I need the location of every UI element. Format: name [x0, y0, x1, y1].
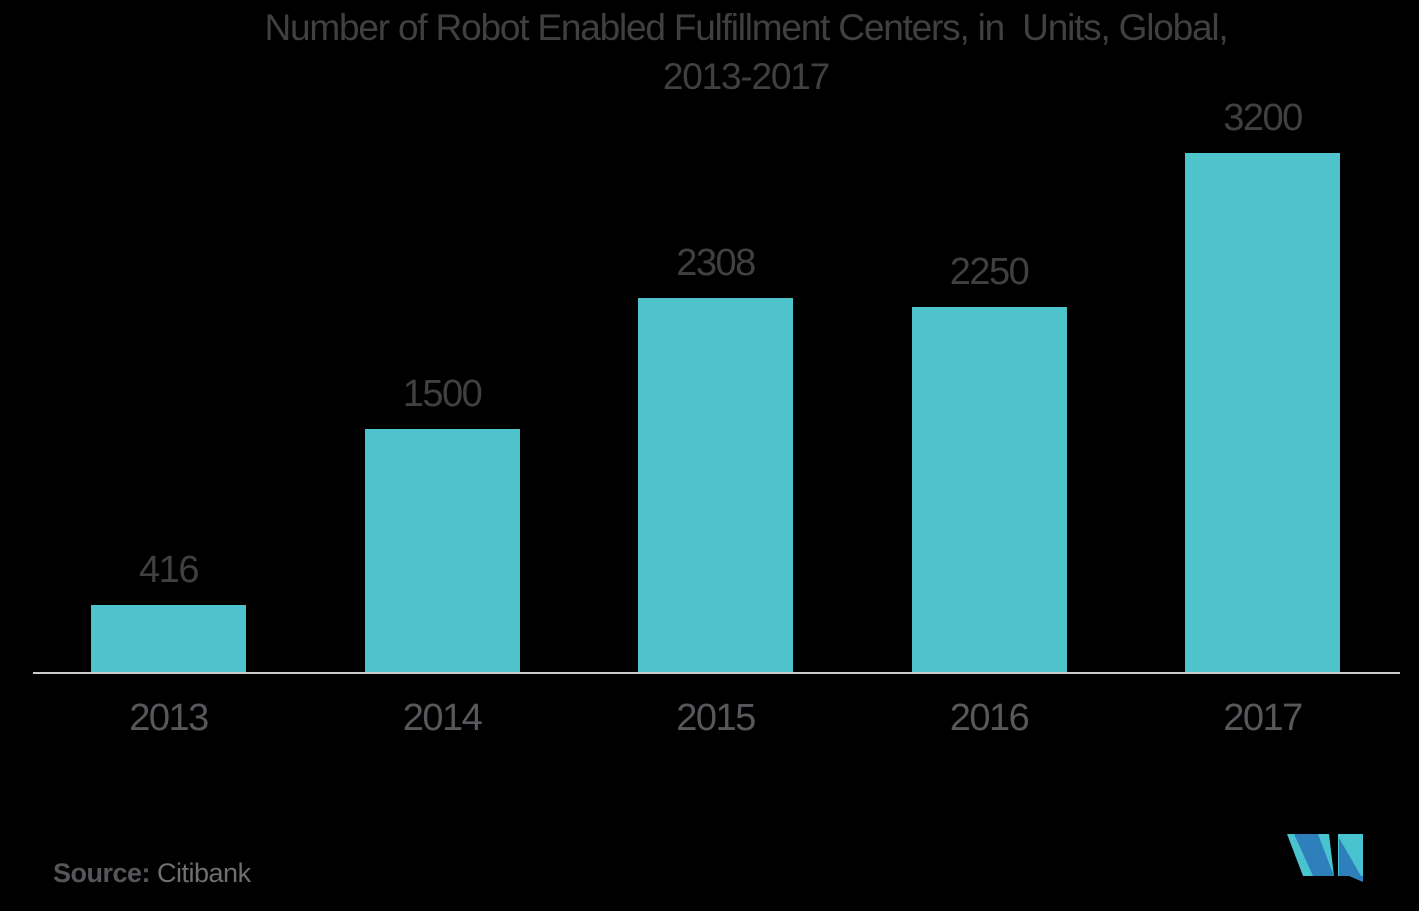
logo-blue-tail [1349, 876, 1363, 882]
bar-2015 [638, 298, 793, 673]
bar-2016 [911, 307, 1067, 673]
x-axis-tick-label-2016: 2016 [949, 697, 1030, 739]
bar-value-label-2014: 1500 [402, 373, 483, 415]
bar-value-label-2017: 3200 [1223, 97, 1303, 139]
x-axis-tick-label-2014: 2014 [402, 697, 483, 739]
x-axis-tick-label-2015: 2015 [676, 697, 756, 739]
logo-right-blue-wedge [1339, 838, 1361, 876]
source-note: Source: Citibank [53, 858, 251, 888]
source-name: Citibank [150, 858, 251, 888]
logo-front-blue-stroke [1294, 834, 1334, 876]
bar-2014 [364, 429, 520, 673]
chart-title: Number of Robot Enabled Fulfillment Cent… [73, 3, 1419, 101]
chart-title-line-1: Number of Robot Enabled Fulfillment Cent… [264, 7, 1229, 48]
bar-2017 [1185, 153, 1340, 673]
x-axis-tick-label-2017: 2017 [1223, 697, 1303, 739]
source-label: Source: [53, 858, 151, 888]
bar-value-label-2016: 2250 [949, 251, 1030, 293]
x-axis-tick-label-2013: 2013 [129, 697, 209, 739]
bar-value-label-2015: 2308 [676, 242, 756, 284]
chart-title-line-2: 2013-2017 [662, 56, 830, 97]
bar-2013 [91, 605, 246, 673]
x-axis-line [33, 672, 1400, 674]
mordor-intelligence-logo [1287, 834, 1363, 882]
bar-value-label-2013: 416 [139, 549, 199, 591]
